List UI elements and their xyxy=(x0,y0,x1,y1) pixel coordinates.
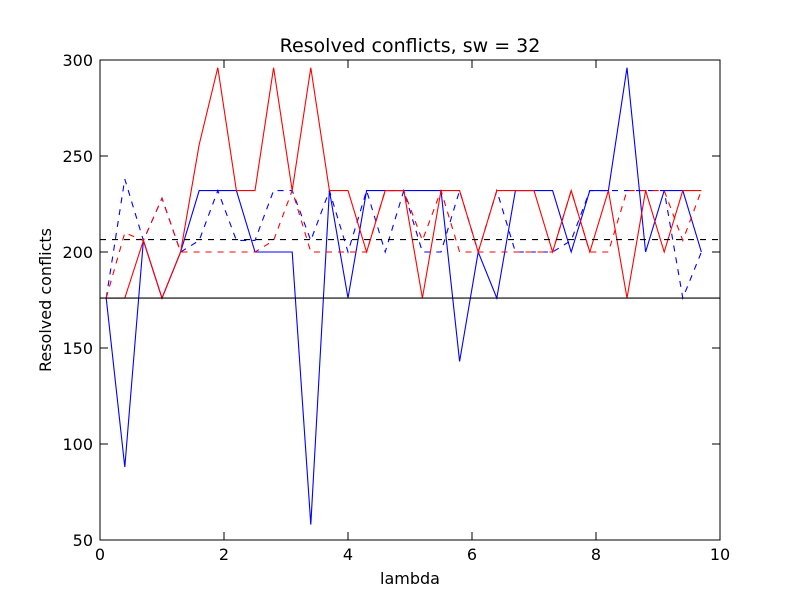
x-tick-label: 8 xyxy=(591,545,601,564)
x-tick-label: 0 xyxy=(95,545,105,564)
y-tick-label: 50 xyxy=(73,531,93,550)
y-tick-label: 150 xyxy=(62,339,93,358)
x-tick-label: 4 xyxy=(343,545,353,564)
y-tick-label: 250 xyxy=(62,147,93,166)
axis-ticks: 0 2 4 6 8 10 50 100 150 200 250 300 xyxy=(62,51,730,564)
x-tick-label: 6 xyxy=(467,545,477,564)
axes-frame xyxy=(99,59,721,541)
series-line-3 xyxy=(105,188,702,299)
x-axis-label: lambda xyxy=(380,569,440,588)
y-axis-label: Resolved conflicts xyxy=(36,228,55,372)
y-tick-label: 200 xyxy=(62,243,93,262)
x-tick-label: 10 xyxy=(710,545,730,564)
plot-area xyxy=(100,67,720,525)
chart-title: Resolved conflicts, sw = 32 xyxy=(280,35,541,57)
y-tick-label: 300 xyxy=(62,51,93,70)
y-tick-label: 100 xyxy=(62,435,93,454)
x-tick-label: 2 xyxy=(219,545,229,564)
